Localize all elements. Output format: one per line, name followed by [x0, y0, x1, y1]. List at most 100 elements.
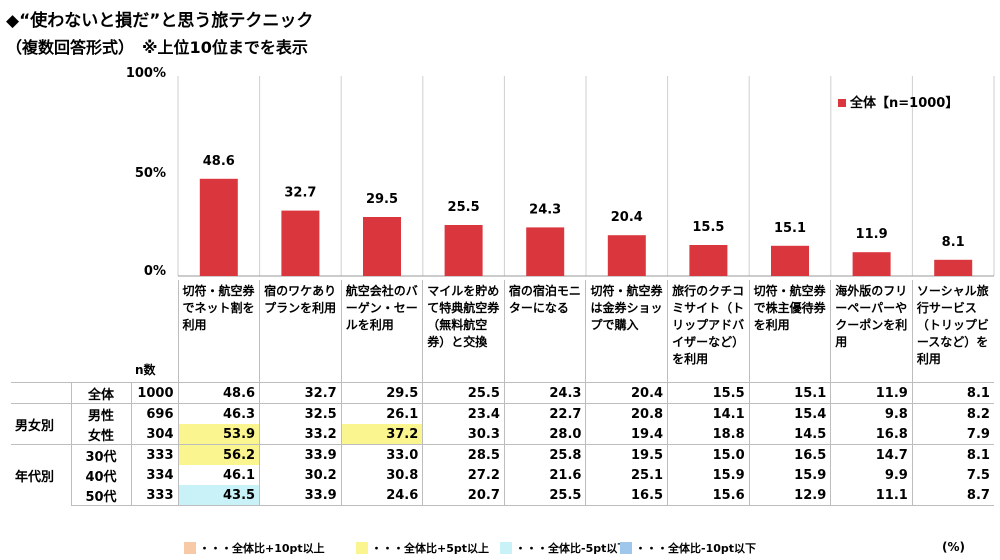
bar: [363, 217, 401, 276]
bar: [689, 245, 728, 276]
table-cell: 33.0: [340, 444, 423, 465]
row-n: 1000: [130, 382, 178, 404]
table-row: 全体 1000 48.6 32.7 29.5 25.5 24.3 20.4 15.5 15.1 11…: [11, 382, 994, 404]
table-cell: 8.1: [911, 444, 994, 465]
bar-value-label: 32.7: [284, 186, 316, 201]
bar-value-label: 48.6: [203, 154, 235, 169]
table-cell: 12.9: [748, 485, 831, 506]
bar: [852, 252, 891, 276]
table-cell: 33.9: [259, 485, 342, 506]
table-cell: 43.5: [177, 485, 260, 506]
category-label: 切符・航空券でネット割を利用: [177, 280, 260, 383]
bar-value-label: 15.5: [692, 220, 724, 235]
y-tick-100: 100%: [125, 66, 166, 81]
table-cell: 20.4: [585, 382, 668, 404]
bar: [199, 178, 238, 276]
table-row: 女性 304 53.9 33.2 37.2 30.3 28.0 19.4 18.8 14.5 16.…: [11, 424, 994, 445]
table-cell: 56.2: [177, 444, 260, 465]
table-cell: 11.9: [830, 382, 913, 404]
table-row: 男女別 男性 696 46.3 32.5 26.1 23.4 22.7 20.8 14.1 15.4…: [11, 403, 994, 445]
table-cell: 20.8: [585, 403, 668, 424]
row-n: 696: [130, 403, 178, 424]
table-cell: 24.6: [340, 485, 423, 506]
table-cell: 19.5: [585, 444, 668, 465]
category-label: 海外版のフリーペーパーやクーポンを利用: [830, 280, 913, 383]
bar-value-label: 29.5: [366, 192, 398, 207]
bar: [444, 225, 483, 276]
bar: [607, 235, 646, 276]
table-cell: 48.6: [177, 382, 260, 404]
footnote-label: ・・・全体比+10pt以上: [199, 542, 325, 555]
category-header-row: n数 切符・航空券でネット割を利用 宿のワケありプランを利用 航空会社のバーゲン・セー…: [11, 280, 994, 383]
table-cell: 25.1: [585, 465, 668, 485]
table-cell: 28.0: [503, 424, 586, 445]
table-cell: 14.1: [667, 403, 750, 424]
table-cell: 33.9: [259, 444, 342, 465]
group-label: 男女別: [11, 403, 71, 445]
table-row: 40代 334 46.1 30.2 30.8 27.2 21.6 25.1 15.9 15.9 9.…: [11, 465, 994, 485]
table-cell: 8.2: [911, 403, 994, 424]
table-cell: 11.1: [830, 485, 913, 506]
row-label: 30代: [70, 444, 131, 465]
table-cell: 16.5: [748, 444, 831, 465]
table-cell: 33.2: [259, 424, 342, 445]
bar-value-label: 20.4: [611, 210, 643, 225]
table-cell: 7.9: [911, 424, 994, 445]
table-cell: 19.4: [585, 424, 668, 445]
table-cell: 24.3: [503, 382, 586, 404]
row-label: 50代: [70, 485, 131, 506]
category-label: 宿のワケありプランを利用: [259, 280, 342, 383]
table-row: 年代別 30代 333 56.2 33.9 33.0 28.5 25.8 19.5 15.0 16.…: [11, 444, 994, 506]
unit-label: (%): [942, 540, 965, 554]
table-cell: 15.6: [667, 485, 750, 506]
row-label: 女性: [70, 424, 131, 445]
group-label: [11, 382, 71, 404]
legend-label: 全体【n=1000】: [850, 96, 959, 111]
table-cell: 22.7: [503, 403, 586, 424]
n-header: n数: [135, 363, 156, 377]
table-cell: 20.7: [422, 485, 505, 506]
category-label: 切符・航空券は金券ショップで購入: [585, 280, 668, 383]
table-cell: 14.5: [748, 424, 831, 445]
bar: [771, 245, 809, 276]
category-label: 宿の宿泊モニターになる: [503, 280, 586, 383]
bar-value-label: 25.5: [448, 200, 480, 215]
table-cell: 15.9: [667, 465, 750, 485]
footnote-swatch: [184, 542, 196, 554]
footnote-item: ・・・全体比-10pt以下: [620, 540, 756, 556]
table-cell: 30.8: [340, 465, 423, 485]
chart-title: ◆“使わないと損だ”と思う旅テクニック: [6, 11, 314, 31]
table-cell: 25.5: [503, 485, 586, 506]
footnote-swatch: [356, 542, 368, 554]
table-cell: 16.8: [830, 424, 913, 445]
table-cell: 46.3: [177, 403, 260, 424]
table-cell: 30.3: [422, 424, 505, 445]
row-label: 全体: [70, 382, 131, 404]
table-cell: 15.9: [748, 465, 831, 485]
row-label: 40代: [70, 465, 131, 485]
category-label: ソーシャル旅行サービス（トリップビースなど）を利用: [911, 280, 994, 383]
category-label: 旅行のクチコミサイト（トリップアドバイザーなど）を利用: [667, 280, 750, 383]
footnote-item: ・・・全体比+5pt以上: [356, 540, 489, 556]
table-cell: 21.6: [503, 465, 586, 485]
table-cell: 18.8: [667, 424, 750, 445]
y-tick-0: 0%: [143, 264, 166, 279]
bar: [526, 227, 565, 276]
footnote-label: ・・・全体比-5pt以下: [515, 542, 629, 555]
footnote-label: ・・・全体比-10pt以下: [635, 542, 757, 555]
footnote-swatch: [620, 542, 632, 554]
table-cell: 7.5: [911, 465, 994, 485]
chart-subtitle: （複数回答形式） ※上位10位までを表示: [6, 38, 308, 57]
row-n: 304: [130, 424, 178, 445]
table-cell: 32.7: [259, 382, 342, 404]
table-cell: 16.5: [585, 485, 668, 506]
table-cell: 15.0: [667, 444, 750, 465]
table-cell: 26.1: [340, 403, 423, 424]
table-cell: 29.5: [340, 382, 423, 404]
footnote-label: ・・・全体比+5pt以上: [371, 542, 490, 555]
row-n: 333: [130, 485, 178, 506]
row-label: 男性: [70, 403, 131, 424]
table-cell: 9.8: [830, 403, 913, 424]
table-cell: 8.7: [911, 485, 994, 506]
